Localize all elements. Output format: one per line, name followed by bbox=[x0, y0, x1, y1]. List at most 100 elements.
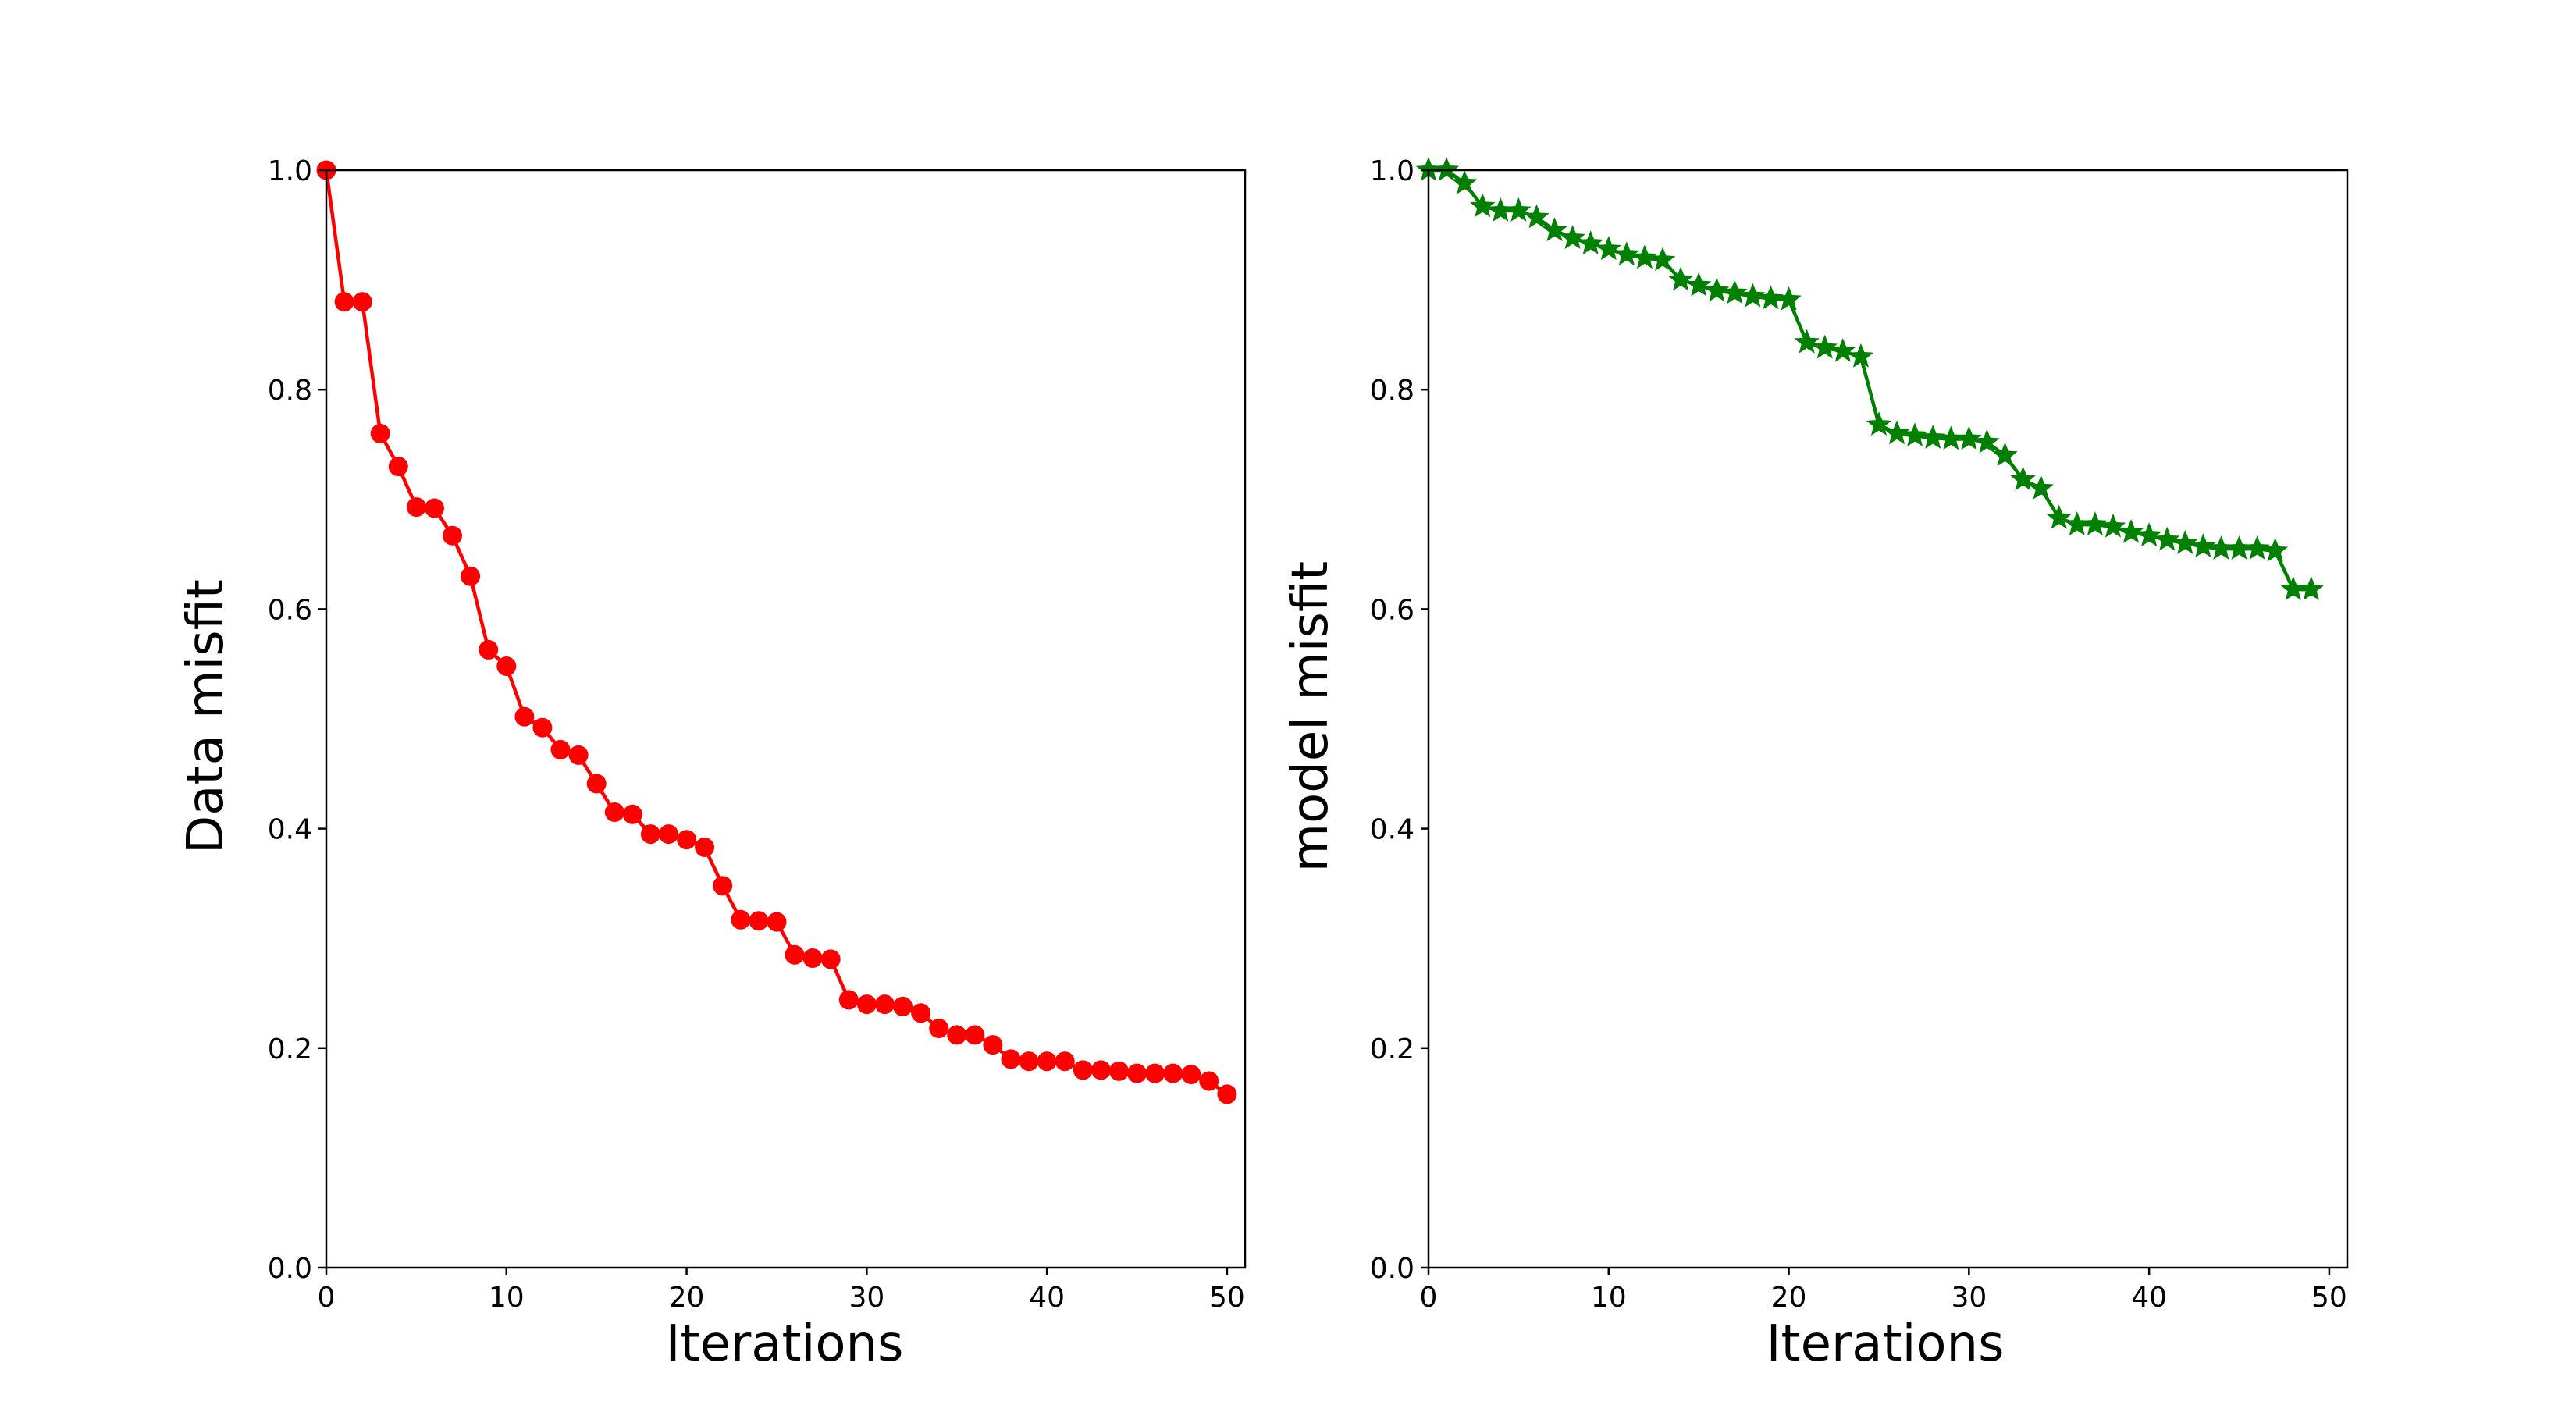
data-point bbox=[1181, 1065, 1201, 1084]
data-point-star bbox=[2064, 511, 2090, 535]
data-point-star bbox=[1884, 420, 1910, 445]
data-point-star bbox=[1812, 334, 1838, 359]
data-point bbox=[514, 706, 535, 727]
data-point-star bbox=[2082, 511, 2108, 535]
data-point bbox=[874, 994, 895, 1015]
data-point-star bbox=[1938, 425, 1964, 450]
data-point bbox=[1163, 1063, 1183, 1083]
y-tick-label: 0.4 bbox=[268, 814, 312, 846]
x-tick-label: 50 bbox=[1209, 1282, 1245, 1314]
x-tick-label: 20 bbox=[669, 1282, 705, 1314]
x-tick-label: 10 bbox=[489, 1282, 525, 1314]
data-point-star bbox=[2226, 535, 2252, 560]
data-point bbox=[929, 1019, 949, 1038]
data-point-star bbox=[1578, 230, 1603, 254]
data-point bbox=[802, 948, 823, 968]
data-point bbox=[893, 996, 913, 1016]
data-point-star bbox=[1560, 225, 1585, 249]
data-point bbox=[695, 838, 715, 857]
data-point-star bbox=[1866, 411, 1892, 436]
data-point bbox=[1217, 1084, 1237, 1104]
y-tick-label: 0.8 bbox=[268, 375, 312, 407]
data-point bbox=[659, 824, 678, 845]
data-point-star bbox=[1956, 425, 1982, 450]
data-point bbox=[622, 804, 642, 824]
data-point-star bbox=[1722, 279, 1748, 304]
data-point bbox=[370, 423, 390, 443]
y-tick-label: 0.6 bbox=[1370, 594, 1414, 626]
data-point-star bbox=[2262, 537, 2288, 562]
data-point bbox=[856, 994, 877, 1015]
series-line bbox=[1429, 168, 2311, 592]
y-tick-label: 0.6 bbox=[268, 594, 312, 626]
data-point bbox=[496, 656, 517, 676]
data-point bbox=[965, 1025, 985, 1045]
data-point bbox=[731, 909, 751, 930]
data-point bbox=[983, 1035, 1003, 1055]
chart-panel-data-misfit: Iterations Data misfit 0 10 20 30 40 50 0.0 0.2… bbox=[177, 155, 1247, 1373]
data-point-star bbox=[2208, 535, 2234, 560]
y-tick-label: 1.0 bbox=[1370, 155, 1414, 187]
data-point bbox=[550, 739, 571, 759]
data-point-star bbox=[2010, 466, 2036, 491]
data-point bbox=[388, 457, 408, 477]
y-tick-label: 0.8 bbox=[1370, 375, 1414, 407]
data-point-star bbox=[2046, 504, 2072, 529]
x-axis-label: Iterations bbox=[1767, 1315, 2005, 1373]
data-point bbox=[767, 912, 787, 932]
data-point-star bbox=[1848, 343, 1874, 368]
data-point-star bbox=[1740, 283, 1766, 308]
data-point-star bbox=[1433, 156, 1460, 181]
y-axis-label: model misfit bbox=[1282, 561, 1340, 873]
plot-frame bbox=[325, 169, 1247, 1269]
data-point-star bbox=[1542, 217, 1567, 242]
data-point-star bbox=[1685, 272, 1712, 297]
plot-frame bbox=[1427, 169, 2349, 1269]
data-point bbox=[568, 745, 589, 765]
data-point-star bbox=[1470, 193, 1496, 218]
data-point bbox=[640, 824, 660, 845]
data-point-star bbox=[2244, 535, 2270, 560]
data-point bbox=[406, 497, 426, 518]
data-point-star bbox=[1524, 204, 1550, 229]
x-tick-label: 0 bbox=[318, 1282, 336, 1314]
data-point bbox=[1109, 1061, 1129, 1081]
data-point bbox=[425, 498, 444, 518]
data-point bbox=[1019, 1051, 1039, 1072]
y-tick-label: 0.2 bbox=[268, 1033, 312, 1065]
y-tick-label: 1.0 bbox=[268, 155, 312, 187]
data-point bbox=[1055, 1051, 1075, 1072]
data-point bbox=[1091, 1060, 1111, 1080]
data-point-star bbox=[1506, 197, 1532, 222]
data-point-star bbox=[1920, 425, 1946, 449]
x-tick-label: 10 bbox=[1591, 1282, 1627, 1314]
data-point bbox=[479, 639, 499, 660]
y-tick-label: 0.0 bbox=[268, 1253, 312, 1285]
y-tick-label: 0.2 bbox=[1370, 1033, 1414, 1065]
data-point-star bbox=[2028, 475, 2054, 500]
series-line bbox=[324, 169, 1229, 1096]
x-tick-label: 0 bbox=[1420, 1282, 1438, 1314]
data-point-star bbox=[1758, 285, 1784, 310]
data-point bbox=[443, 525, 462, 546]
x-axis-label: Iterations bbox=[666, 1315, 904, 1373]
data-point bbox=[334, 292, 354, 312]
data-point-star bbox=[1776, 286, 1802, 311]
data-point-star bbox=[1631, 244, 1658, 269]
x-tick-label: 20 bbox=[1771, 1282, 1807, 1314]
data-point-star bbox=[1794, 329, 1820, 354]
data-point bbox=[461, 566, 481, 586]
x-tick-label: 30 bbox=[1951, 1282, 1987, 1314]
y-axis-label: Data misfit bbox=[177, 579, 235, 854]
x-tick-label: 30 bbox=[849, 1282, 884, 1314]
x-tick-label: 50 bbox=[2311, 1282, 2347, 1314]
data-point bbox=[749, 911, 769, 931]
data-point-star bbox=[2190, 533, 2216, 558]
data-point bbox=[838, 990, 859, 1010]
data-point bbox=[604, 802, 624, 822]
data-point bbox=[785, 944, 805, 965]
data-point-star bbox=[2118, 518, 2144, 543]
data-point-star bbox=[1830, 337, 1856, 362]
data-point-star bbox=[2154, 526, 2180, 551]
